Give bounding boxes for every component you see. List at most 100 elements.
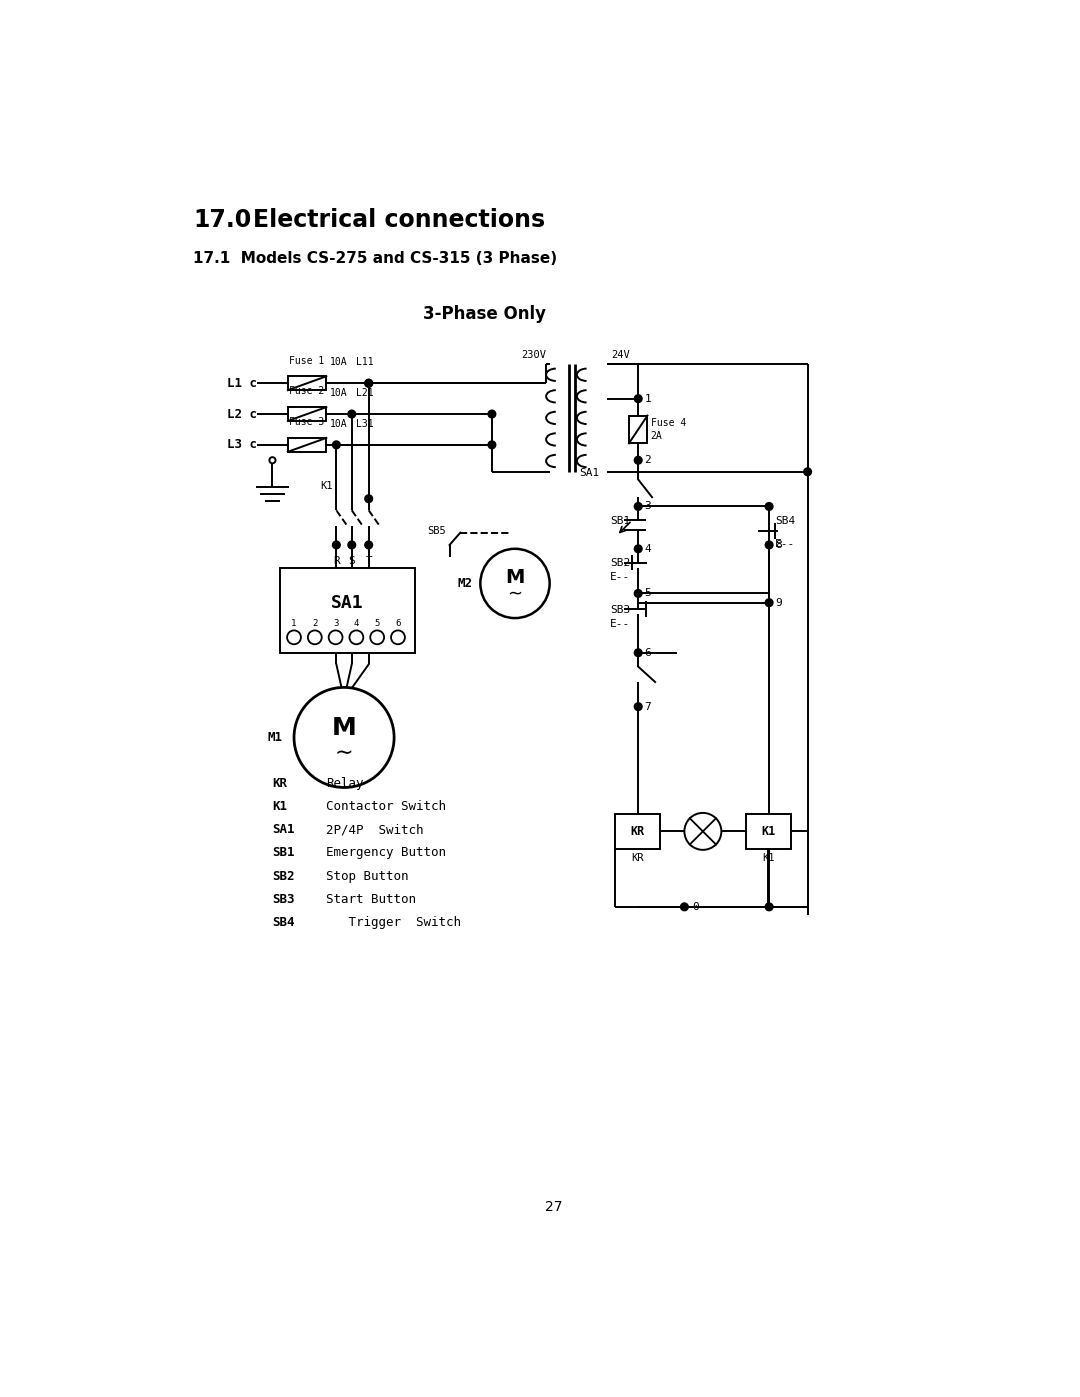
Text: 3: 3: [333, 619, 338, 629]
Text: 10A: 10A: [329, 388, 347, 398]
Text: L21: L21: [355, 388, 374, 398]
Text: SB5: SB5: [427, 525, 446, 535]
Text: 7: 7: [645, 701, 651, 711]
Text: 3: 3: [645, 502, 651, 511]
Circle shape: [685, 813, 721, 849]
Text: M2: M2: [458, 577, 473, 590]
Text: 3-Phase Only: 3-Phase Only: [422, 305, 545, 323]
Text: 2: 2: [312, 619, 318, 629]
Text: 8: 8: [775, 539, 782, 550]
Text: 4: 4: [353, 619, 359, 629]
Text: E--: E--: [610, 571, 631, 583]
Text: M: M: [505, 567, 525, 587]
Text: K1: K1: [761, 824, 775, 838]
Circle shape: [333, 441, 340, 448]
Text: 2A: 2A: [650, 430, 662, 440]
Bar: [616, 814, 660, 849]
Circle shape: [488, 411, 496, 418]
Text: Stop Button: Stop Button: [326, 869, 409, 883]
Circle shape: [350, 630, 363, 644]
Circle shape: [365, 380, 373, 387]
Circle shape: [634, 503, 642, 510]
Text: Trigger  Switch: Trigger Switch: [326, 916, 461, 929]
Circle shape: [391, 630, 405, 644]
Circle shape: [680, 902, 688, 911]
Circle shape: [766, 599, 773, 606]
Bar: [288, 437, 326, 451]
Text: K1: K1: [762, 854, 774, 863]
Text: 10A: 10A: [329, 419, 347, 429]
Text: SA1: SA1: [580, 468, 599, 478]
Text: 1: 1: [292, 619, 297, 629]
Text: 6: 6: [645, 648, 651, 658]
Circle shape: [766, 902, 773, 911]
Text: Electrical connections: Electrical connections: [253, 208, 545, 232]
Text: 0: 0: [692, 902, 699, 912]
Text: 6: 6: [395, 619, 401, 629]
Text: T: T: [365, 556, 373, 566]
Text: Start Button: Start Button: [326, 893, 417, 905]
Text: SB4: SB4: [272, 916, 295, 929]
Circle shape: [333, 541, 340, 549]
Text: 5: 5: [645, 588, 651, 598]
Text: Emergency Button: Emergency Button: [326, 847, 446, 859]
Text: SB1: SB1: [272, 847, 295, 859]
Text: 10A: 10A: [329, 358, 347, 367]
Text: 1: 1: [645, 394, 651, 404]
Text: K1: K1: [272, 800, 287, 813]
Bar: [746, 814, 791, 849]
Bar: [280, 569, 415, 652]
Text: M: M: [332, 717, 356, 740]
Text: 24V: 24V: [611, 349, 630, 360]
Text: 2P/4P  Switch: 2P/4P Switch: [326, 823, 423, 837]
Text: Fuse 4: Fuse 4: [650, 418, 686, 429]
Text: Fuse 1: Fuse 1: [289, 355, 325, 366]
Circle shape: [308, 630, 322, 644]
Text: Fuse 3: Fuse 3: [289, 418, 325, 427]
Text: KR: KR: [631, 854, 644, 863]
Text: Contactor Switch: Contactor Switch: [326, 800, 446, 813]
Text: K1: K1: [320, 481, 333, 490]
Text: SB2: SB2: [610, 557, 631, 569]
Text: 230V: 230V: [521, 349, 545, 360]
Text: E--: E--: [610, 619, 631, 629]
Text: KR: KR: [272, 777, 287, 791]
Circle shape: [365, 541, 373, 549]
Text: 2: 2: [645, 455, 651, 465]
Text: 17.1  Models CS-275 and CS-315 (3 Phase): 17.1 Models CS-275 and CS-315 (3 Phase): [193, 251, 557, 265]
Text: E--: E--: [775, 539, 796, 549]
Circle shape: [634, 395, 642, 402]
Text: S: S: [349, 556, 355, 566]
Circle shape: [634, 457, 642, 464]
Text: L3 c: L3 c: [227, 439, 257, 451]
Circle shape: [766, 503, 773, 510]
Circle shape: [328, 630, 342, 644]
Text: SA1: SA1: [330, 594, 364, 612]
Text: 27: 27: [544, 1200, 563, 1214]
Circle shape: [365, 380, 373, 387]
Text: SB4: SB4: [775, 515, 796, 525]
Circle shape: [804, 468, 811, 475]
Text: R: R: [333, 556, 340, 566]
Circle shape: [294, 687, 394, 788]
Circle shape: [634, 545, 642, 553]
Circle shape: [365, 495, 373, 503]
Text: L2 c: L2 c: [227, 408, 257, 420]
Text: 4: 4: [645, 543, 651, 553]
Text: SA1: SA1: [272, 823, 295, 837]
Text: 9: 9: [775, 598, 782, 608]
Circle shape: [481, 549, 550, 617]
Circle shape: [370, 630, 384, 644]
Circle shape: [634, 590, 642, 598]
Text: 5: 5: [375, 619, 380, 629]
Text: L1 c: L1 c: [227, 377, 257, 390]
Bar: [288, 407, 326, 420]
Text: KR: KR: [631, 824, 645, 838]
Text: Fuse 2: Fuse 2: [289, 387, 325, 397]
Text: L31: L31: [355, 419, 374, 429]
Text: M1: M1: [268, 731, 283, 745]
Bar: [288, 376, 326, 390]
Circle shape: [766, 541, 773, 549]
Text: 17.0: 17.0: [193, 208, 252, 232]
Text: SB3: SB3: [610, 605, 631, 615]
